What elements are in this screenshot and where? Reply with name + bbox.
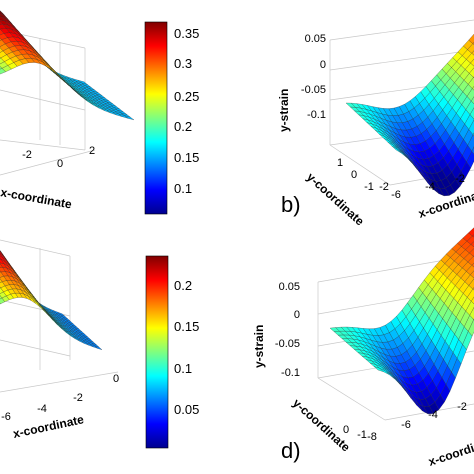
tick-label: 0.05	[174, 402, 199, 417]
panel-b: 0.050-0.05-0.1 y-strain 10-1 -2-6 -4-2 y-…	[277, 19, 474, 229]
surface-patch	[468, 33, 474, 44]
tick-label: 0.15	[174, 150, 199, 165]
panel-b-zlabel: y-strain	[277, 89, 291, 132]
tick-label: 0.3	[174, 56, 192, 71]
tick-label: 0	[343, 424, 349, 436]
tick-label: -2	[457, 401, 467, 413]
tick-label: -0.1	[281, 367, 300, 379]
surface-patch	[468, 227, 474, 237]
tick-label: 0.1	[174, 361, 192, 376]
panel-d: 0.050-0.05-0.1 y-strain 0 -1 -8-6-4-2 y-c…	[252, 227, 474, 469]
panel-d-surface	[329, 227, 474, 415]
tick-label: 0.05	[305, 33, 326, 45]
tick-label: 0	[113, 373, 119, 385]
tick-label: 0.2	[174, 278, 192, 293]
tick-label: 0.15	[174, 319, 199, 334]
tick-label: 0	[57, 158, 63, 170]
surface-patch	[470, 58, 474, 67]
tick-label: -4	[425, 181, 435, 193]
tick-label: -2	[455, 173, 465, 185]
surface-patch	[471, 50, 474, 56]
panel-d-label: d)	[281, 438, 301, 463]
panel-a-colorbar	[144, 21, 168, 215]
tick-label: 0	[351, 169, 357, 181]
panel-a-xlabel: x-coordinate	[0, 185, 73, 211]
panel-b-zticks: 0.05 0 -0.05 -0.1	[301, 33, 326, 121]
tick-label: -0.1	[307, 109, 326, 121]
panel-c-xticks: -6 -4 -2 0	[1, 373, 119, 423]
panel-a-cbticks: 0.35 0.3 0.25 0.2 0.15 0.1	[174, 26, 199, 196]
panel-c-surface	[0, 250, 103, 350]
surface-patch	[471, 146, 474, 155]
surface-patch	[94, 345, 103, 350]
tick-label: 0.1	[174, 181, 192, 196]
tick-label: -0.05	[275, 338, 300, 350]
panel-c-colorbar	[145, 255, 169, 449]
tick-label: -4	[428, 409, 438, 421]
tick-label: 0.25	[174, 89, 199, 104]
tick-label: -4	[37, 403, 47, 415]
tick-label: -1	[364, 181, 374, 193]
panel-b-xticks: -4 -2	[425, 173, 465, 193]
panel-b-label: b)	[281, 192, 301, 217]
tick-label: 0	[294, 309, 300, 321]
panel-b-surface	[345, 33, 474, 197]
panel-d-zlabel: y-strain	[252, 325, 266, 368]
tick-label: -6	[391, 189, 401, 201]
panel-a-xticks: -2 0 2	[22, 145, 95, 170]
tick-label: -2	[22, 149, 32, 161]
tick-label: 0.35	[174, 26, 199, 41]
panel-c: -6 -4 -2 0 x-coordinate 0.2 0.15 0.1 0.05	[0, 239, 199, 449]
tick-label: 1	[337, 157, 343, 169]
surface-patch	[124, 115, 135, 121]
panel-d-zticks: 0.05 0 -0.05 -0.1	[275, 281, 300, 379]
panel-c-cbticks: 0.2 0.15 0.1 0.05	[174, 278, 199, 417]
tick-label: 2	[89, 145, 95, 157]
tick-label: -8	[367, 431, 377, 443]
panel-b-yticks: 10 -1 -2-6	[337, 157, 401, 201]
tick-label: -2	[379, 181, 389, 193]
tick-label: -0.05	[301, 84, 326, 96]
surface-patch	[471, 262, 474, 268]
tick-label: 0.05	[279, 281, 300, 293]
tick-label: -2	[73, 392, 83, 404]
panel-a: -2 0 2 x-coordinate 0.35 0.3 0.25 0.2 0.15 0.1	[0, 10, 199, 215]
tick-label: -6	[401, 419, 411, 431]
panel-d-xticks: -8 -6 -4 -2	[367, 401, 467, 443]
panel-a-surface	[0, 10, 135, 121]
surface-patch	[48, 66, 59, 76]
panel-c-xlabel: x-coordinate	[12, 412, 86, 441]
panel-b-ylabel: y-coordinate	[304, 170, 367, 229]
panel-d-xlabel: x-coordinate	[427, 433, 474, 469]
tick-label: -6	[1, 411, 11, 423]
tick-label: 0.2	[174, 119, 192, 134]
tick-label: -1	[357, 429, 367, 441]
tick-label: 0	[320, 59, 326, 71]
panel-d-yticks: 0 -1	[343, 424, 367, 441]
